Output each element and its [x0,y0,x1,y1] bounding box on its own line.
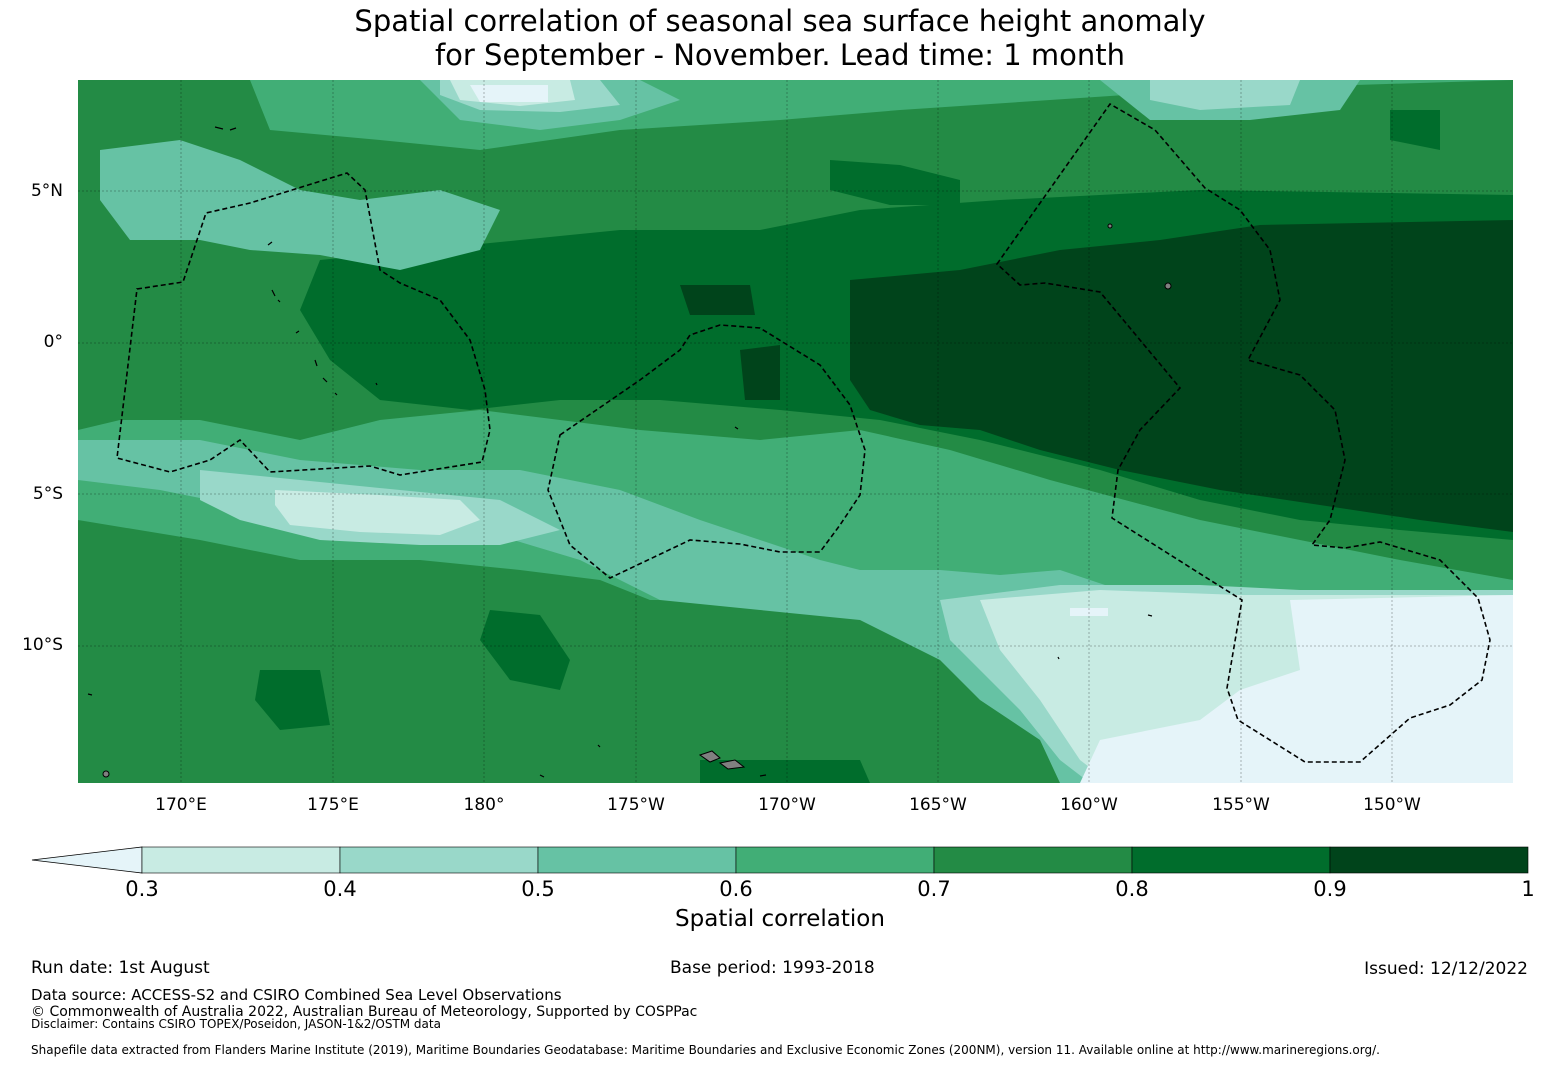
lat-label-5n: 5°N [30,181,63,201]
lon-label-180: 180° [463,795,505,815]
data-source: Data source: ACCESS-S2 and CSIRO Combine… [31,986,562,1004]
colorbar-label: Spatial correlation [675,906,885,932]
colorbar-extension [31,846,143,874]
field-patch-0.5-nw [100,140,500,270]
lat-label-5s: 5°S [32,484,63,504]
correlation-field [78,80,1513,783]
lon-label-150w: 150°W [1363,795,1421,815]
colorbar-segment-0.6 [735,846,935,874]
lat-label-0: 0° [43,332,63,352]
lon-label-155w: 155°W [1212,795,1270,815]
lon-label-175e: 175°E [307,795,359,815]
lon-label-165w: 165°W [909,795,967,815]
colorbar-segment-0.8 [1131,846,1331,874]
run-date: Run date: 1st August [31,958,210,978]
island-1 [1164,282,1172,290]
colorbar-tick-0.6: 0.6 [719,877,753,901]
colorbar-tick-0.5: 0.5 [521,877,555,901]
field-band-0.3 [275,490,480,535]
field-patch-0.4-ne [1150,80,1300,110]
colorbar-tick-0.4: 0.4 [323,877,357,901]
shapefile-credit: Shapefile data extracted from Flanders M… [31,1043,1380,1057]
colorbar-segment-0.7 [933,846,1133,874]
colorbar-tick-0.9: 0.9 [1313,877,1347,901]
colorbar-segment-0.9 [1329,846,1529,874]
field-patch-below-0.3-n [470,85,548,102]
disclaimer: Disclaimer: Contains CSIRO TOPEX/Poseido… [31,1017,441,1031]
issued-date: Issued: 12/12/2022 [1364,959,1528,979]
island-samoa-1 [698,750,721,763]
colorbar-segments [31,846,1529,874]
field-patch-0.9-a [680,285,755,315]
colorbar-segment-0.4 [339,846,539,874]
eez-tuvalu-west [116,172,491,476]
colorbar-segment-0.3 [141,846,341,874]
field-patch-below-0.3-c [1070,608,1108,616]
graticule [78,80,1513,783]
colorbar-tick-1: 1 [1521,877,1535,901]
field-patch-0.9-b [740,345,780,400]
base-period: Base period: 1993-2018 [670,958,875,978]
correlation-map [78,80,1513,783]
field-patch-0.8-d [480,610,570,690]
lat-label-10s: 10°S [22,635,63,655]
colorbar-tick-0.8: 0.8 [1115,877,1149,901]
field-patch-0.8-c [255,670,330,730]
colorbar-segment-0.5 [537,846,737,874]
atolls [87,126,1153,778]
eez-boundaries [116,102,1491,763]
map-title-line-2: for September - November. Lead time: 1 m… [434,38,1126,72]
colorbar-tick-0.7: 0.7 [917,877,951,901]
island-3 [1107,223,1113,229]
field-band-below-0.3 [1080,595,1513,783]
islands [102,223,1172,778]
field-patch-0.8-a [830,160,960,205]
colorbar-tick-0.3: 0.3 [125,877,159,901]
lon-label-170e: 170°E [155,795,207,815]
field-patch-0.8-b [1390,110,1440,150]
eez-east [995,102,1491,763]
copyright: © Commonwealth of Australia 2022, Austra… [31,1004,698,1020]
lon-label-170w: 170°W [758,795,816,815]
map-title-line-1: Spatial correlation of seasonal sea surf… [354,4,1206,38]
lon-label-175w: 175°W [607,795,665,815]
field-band-0.9 [850,220,1513,532]
lon-label-160w: 160°W [1060,795,1118,815]
island-samoa-2 [718,759,746,770]
eez-center [547,324,866,579]
island-2 [102,770,110,778]
